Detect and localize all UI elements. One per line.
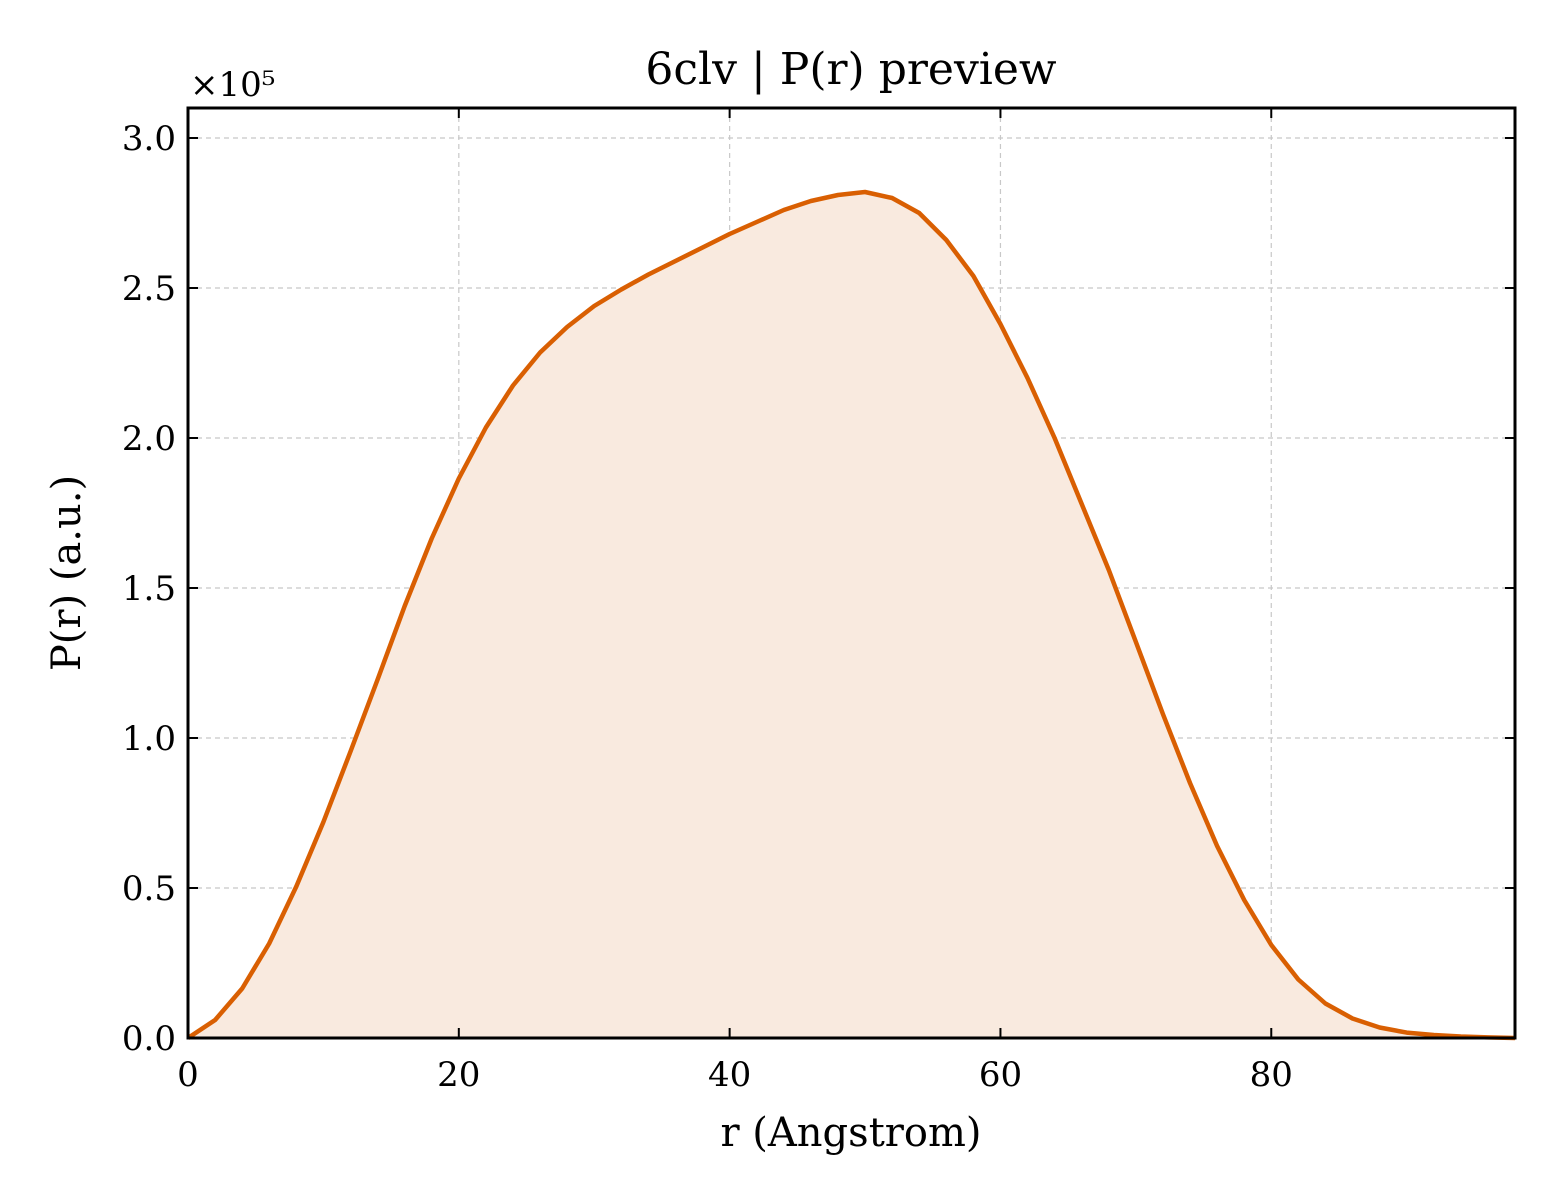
y-tick-label: 0.5 (122, 869, 176, 909)
axis-ticks: 0 20 40 60 80 0.0 0.5 1.0 1.5 2.0 2.5 3.0 (122, 108, 1515, 1095)
y-tick-label: 1.0 (122, 719, 176, 759)
y-tick-label: 1.5 (122, 569, 176, 609)
y-tick-label: 2.5 (122, 269, 176, 309)
y-multiplier-label: ×10⁵ (190, 65, 275, 105)
x-tick-label: 20 (437, 1055, 480, 1095)
x-tick-label: 40 (708, 1055, 751, 1095)
x-tick-label: 0 (177, 1055, 199, 1095)
y-tick-label: 3.0 (122, 119, 176, 159)
y-tick-label: 0.0 (122, 1019, 176, 1059)
chart-title: 6clv | P(r) preview (645, 44, 1057, 95)
plot-frame (186, 106, 1517, 1040)
x-tick-label: 60 (979, 1055, 1022, 1095)
y-tick-label: 2.0 (122, 419, 176, 459)
x-axis-label: r (Angstrom) (720, 1110, 981, 1156)
pr-series-line (186, 189, 1516, 1041)
pr-area-fill (188, 192, 1515, 1038)
x-tick-label: 80 (1250, 1055, 1293, 1095)
y-axis-label: P(r) (a.u.) (44, 475, 90, 671)
